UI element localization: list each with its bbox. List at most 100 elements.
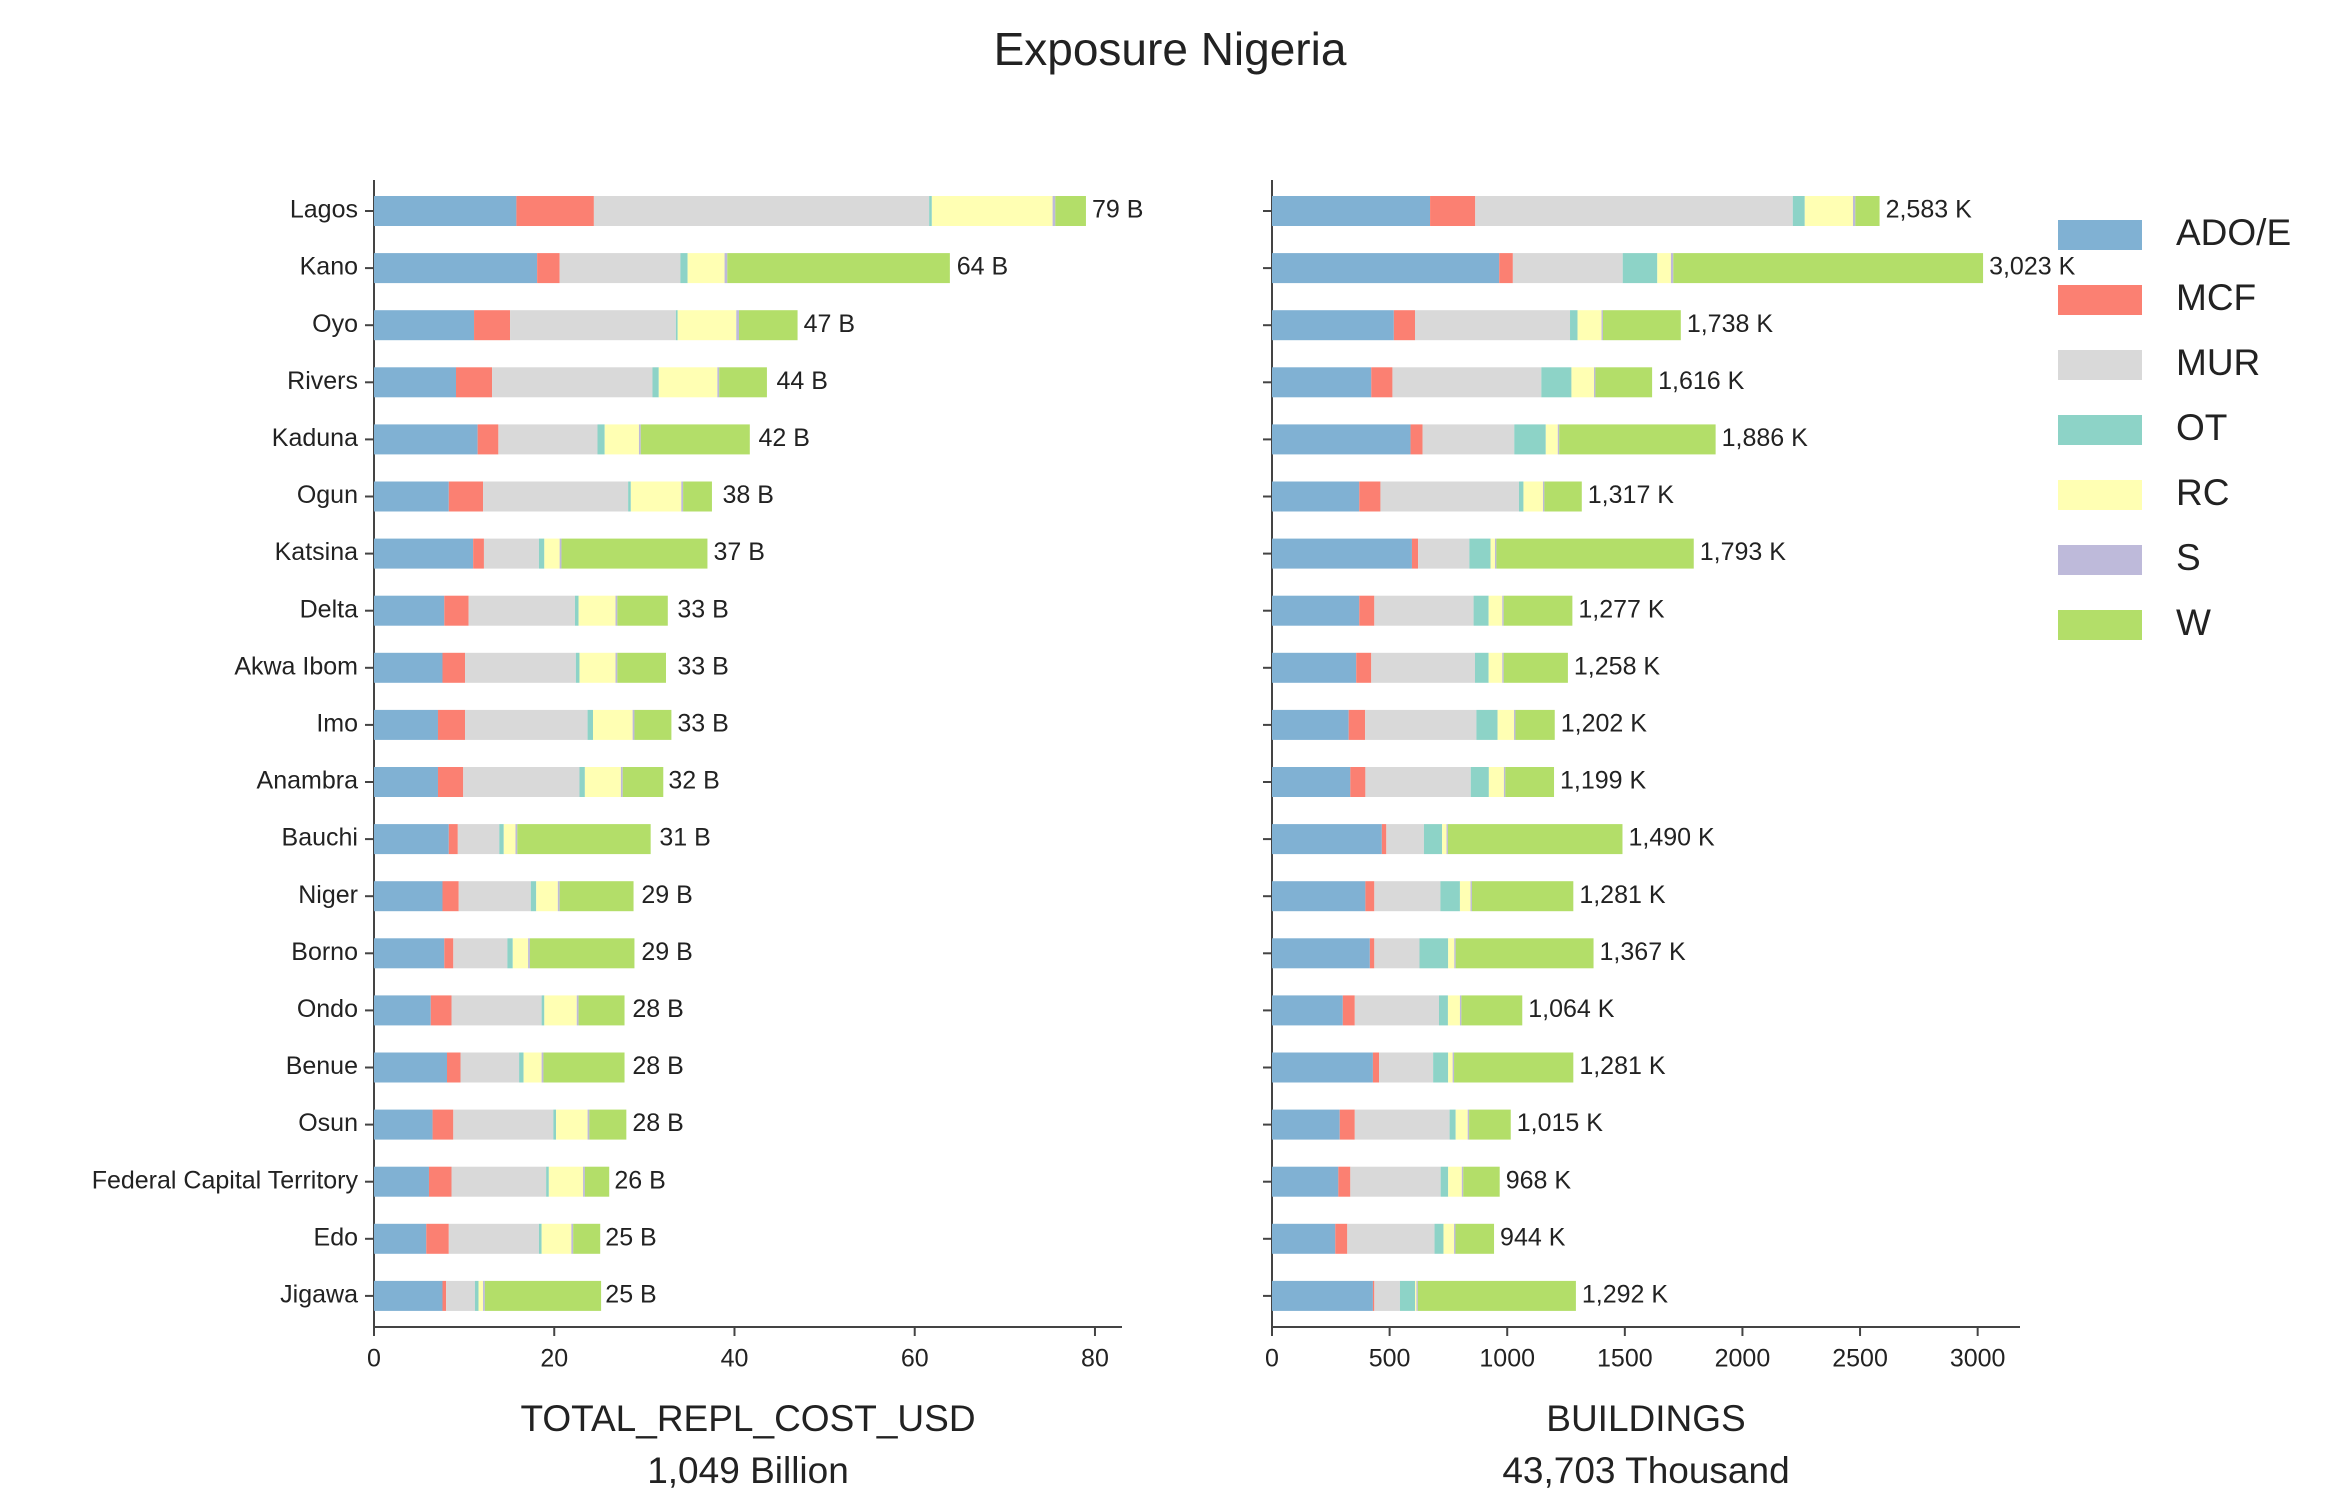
bar-segment <box>442 881 459 912</box>
bar-segment <box>444 938 454 969</box>
bar-segment <box>573 1223 601 1254</box>
y-tick-label: Anambra <box>257 767 359 795</box>
bar-segment <box>617 595 668 626</box>
total-label: 1,367 K <box>1600 938 1687 966</box>
bar-segment <box>1570 310 1578 341</box>
bar-segment <box>578 595 616 626</box>
bar-segment <box>523 1052 542 1083</box>
bar-segment <box>442 1280 447 1311</box>
bar-segment <box>1455 938 1594 969</box>
bar-segment <box>1494 538 1497 569</box>
bar-segment <box>736 310 739 341</box>
y-tick-label: Borno <box>291 938 358 966</box>
bar-segment <box>444 595 469 626</box>
bar-segment <box>1503 767 1506 797</box>
bar-segment <box>483 481 629 512</box>
bar-segment <box>1499 253 1513 284</box>
bar-segment <box>1463 1166 1500 1197</box>
bar-segment <box>719 367 767 398</box>
bar-segment <box>1502 595 1504 626</box>
bar-segment <box>510 310 676 341</box>
bar-segment <box>620 767 623 797</box>
bar-segment <box>1448 1166 1462 1197</box>
bar-segment <box>1544 481 1582 512</box>
bar-segment <box>576 995 579 1026</box>
y-tick-label: Edo <box>314 1223 358 1251</box>
bar-segment <box>1055 196 1086 226</box>
bar-segment <box>1488 652 1503 683</box>
y-tick-label: Benue <box>286 1052 358 1080</box>
bar-segment <box>541 995 545 1026</box>
y-tick-label: Oyo <box>312 310 358 338</box>
total-label: 1,738 K <box>1687 310 1774 338</box>
bar-segment <box>675 310 678 341</box>
bar-segment <box>1272 481 1360 512</box>
y-tick-label: Federal Capital Territory <box>92 1166 359 1194</box>
bar-segment <box>1371 652 1475 683</box>
y-tick-label: Jigawa <box>280 1281 358 1309</box>
bar-segment <box>1449 1109 1456 1140</box>
bar-segment <box>1372 1052 1380 1083</box>
bar-segment <box>578 995 625 1026</box>
bar-segment <box>499 824 504 855</box>
total-label: 1,616 K <box>1658 367 1745 395</box>
bar-segment <box>1359 595 1375 626</box>
bar-segment <box>574 595 579 626</box>
bar-segment <box>1430 196 1476 226</box>
bar-segment <box>1514 709 1516 740</box>
y-tick-label: Osun <box>298 1109 358 1137</box>
bar-segment <box>658 367 718 398</box>
bar-segment <box>1473 595 1489 626</box>
total-label: 29 B <box>641 881 692 909</box>
y-tick-label: Lagos <box>290 196 358 224</box>
bar-segment <box>1557 424 1560 455</box>
bar-segment <box>458 881 531 912</box>
bar-segment <box>1505 767 1555 797</box>
bar-segment <box>1374 938 1420 969</box>
bar-segment <box>1459 995 1462 1026</box>
total-label: 26 B <box>614 1166 665 1194</box>
total-label: 33 B <box>677 652 728 680</box>
bar-segment <box>374 196 517 226</box>
legend-label: S <box>2176 537 2201 578</box>
bar-segment <box>1381 824 1387 855</box>
bar-segment <box>1474 652 1489 683</box>
bar-segment <box>1374 595 1474 626</box>
bar-segment <box>1272 767 1351 797</box>
bar-segment <box>1545 424 1558 455</box>
bar-segment <box>583 1166 585 1197</box>
bar-segment <box>1372 1280 1375 1311</box>
bar-segment <box>456 367 493 398</box>
bar-segment <box>724 253 728 284</box>
bar-segment <box>1371 367 1393 398</box>
bar-segment <box>1399 1280 1416 1311</box>
total-label: 1,793 K <box>1700 538 1787 566</box>
bar-segment <box>1348 709 1366 740</box>
bar-segment <box>556 1109 588 1140</box>
bar-segment <box>1272 1052 1373 1083</box>
bar-segment <box>1502 652 1504 683</box>
bar-segment <box>1455 1109 1468 1140</box>
bar-segment <box>1804 196 1853 226</box>
bar-segment <box>1448 938 1455 969</box>
y-tick-label: Akwa Ibom <box>234 652 358 680</box>
bar-segment <box>559 881 634 912</box>
bar-segment <box>1467 1109 1470 1140</box>
total-label: 1,490 K <box>1628 824 1715 852</box>
bar-segment <box>530 881 537 912</box>
bar-segment <box>1411 538 1419 569</box>
bar-segment <box>1497 709 1515 740</box>
bar-segment <box>1272 1109 1340 1140</box>
bar-segment <box>584 767 621 797</box>
bar-segment <box>538 1223 542 1254</box>
bar-segment <box>1471 881 1574 912</box>
total-label: 33 B <box>677 595 728 623</box>
bar-segment <box>448 481 484 512</box>
bar-segment <box>515 824 518 855</box>
x-tick-label: 500 <box>1369 1345 1411 1373</box>
bar-segment <box>546 1166 549 1197</box>
bar-segment <box>1670 253 1674 284</box>
bar-segment <box>1852 196 1856 226</box>
bar-segment <box>374 938 445 969</box>
bar-segment <box>1350 1166 1441 1197</box>
